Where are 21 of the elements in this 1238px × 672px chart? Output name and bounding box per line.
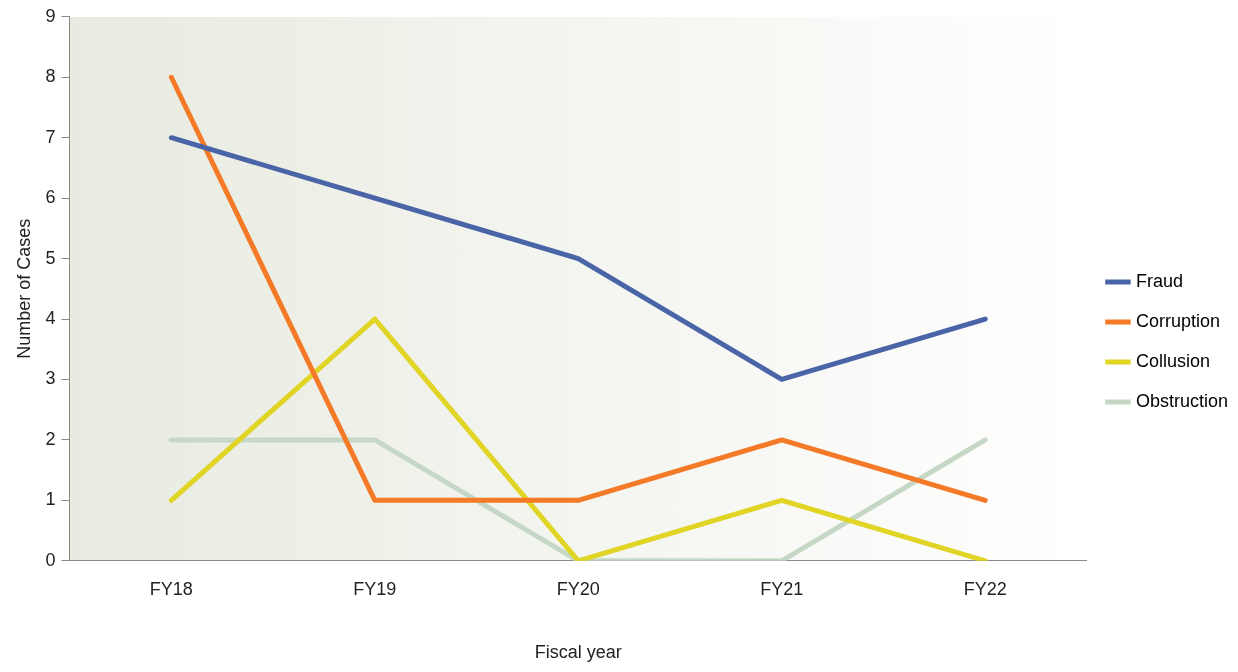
y-axis-title: Number of Cases xyxy=(13,218,34,359)
legend-label: Collusion xyxy=(1135,350,1211,371)
x-axis-title: Fiscal year xyxy=(534,642,622,663)
y-tick-label: 1 xyxy=(45,489,56,510)
x-tick-label: FY18 xyxy=(149,578,193,599)
y-tick-label: 0 xyxy=(45,549,56,570)
y-tick-label: 5 xyxy=(45,247,56,268)
y-tick-label: 2 xyxy=(45,428,56,449)
legend-label: Corruption xyxy=(1135,310,1221,331)
legend-label: Fraud xyxy=(1135,270,1183,291)
y-tick-label: 7 xyxy=(45,126,56,147)
y-tick-label: 9 xyxy=(45,5,56,26)
y-tick-label: 4 xyxy=(45,307,56,328)
x-tick-label: FY22 xyxy=(963,578,1007,599)
x-tick-label: FY20 xyxy=(556,578,600,599)
legend-label: Obstruction xyxy=(1135,390,1229,411)
x-tick-label: FY19 xyxy=(353,578,397,599)
y-tick-label: 6 xyxy=(45,187,56,208)
x-tick-label: FY21 xyxy=(760,578,804,599)
y-tick-label: 8 xyxy=(45,66,56,87)
y-tick-label: 3 xyxy=(45,368,56,389)
